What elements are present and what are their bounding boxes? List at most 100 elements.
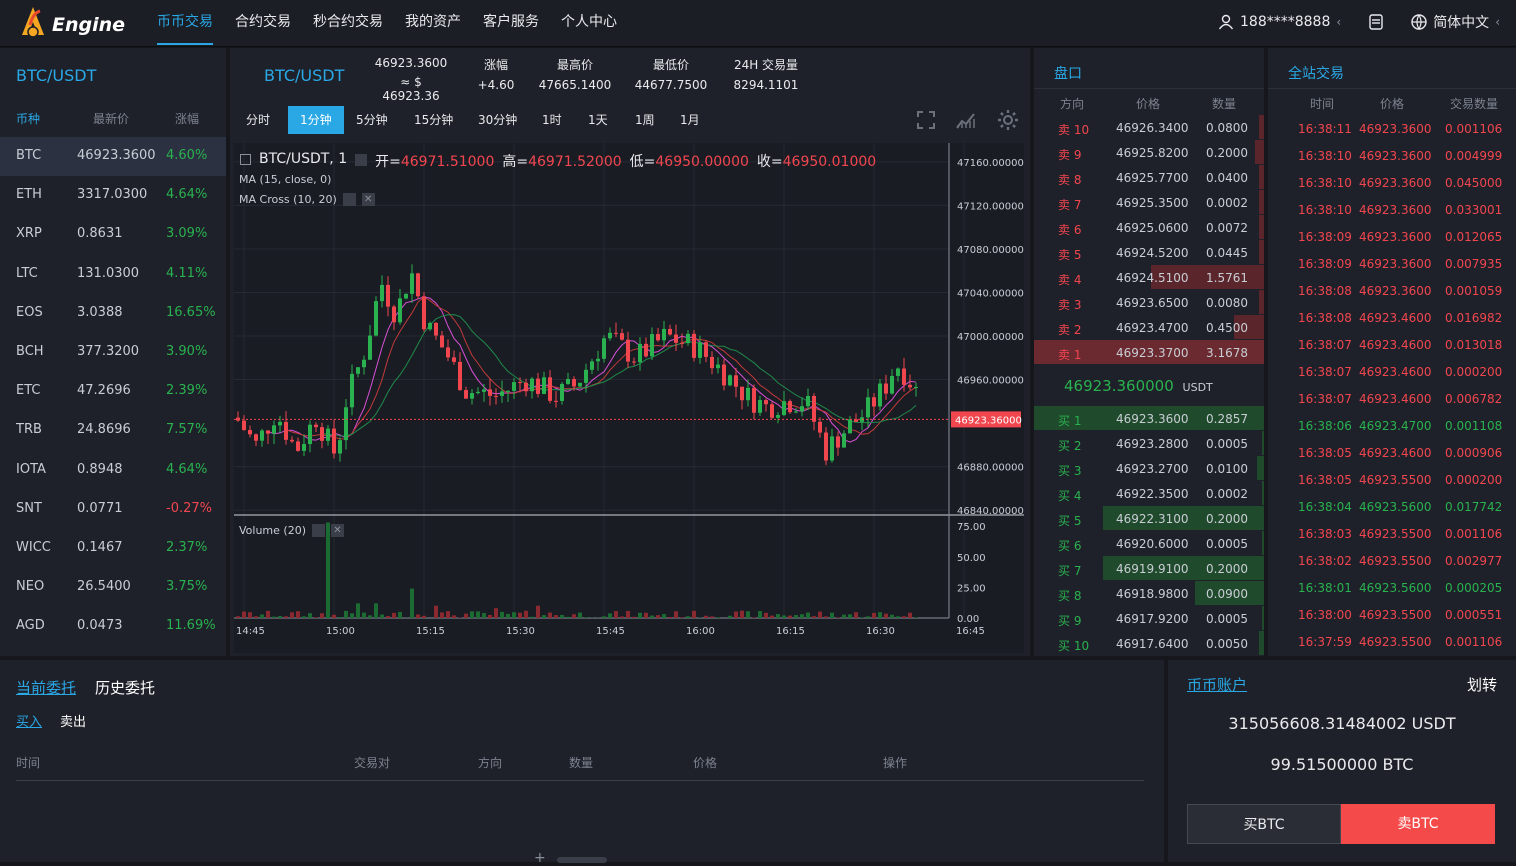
volume-settings-icon[interactable]: [312, 524, 325, 537]
nav-customer-service[interactable]: 客户服务: [472, 0, 550, 47]
candle-body: [692, 334, 696, 358]
settings-gear-icon[interactable]: [996, 108, 1020, 132]
tab-order-history[interactable]: 历史委托: [95, 677, 155, 698]
col-coin[interactable]: 币种: [16, 110, 40, 127]
volume-close-icon[interactable]: ✕: [331, 524, 344, 537]
timeframe-tab[interactable]: 1时: [534, 106, 570, 134]
volume-tick-label: 0.00: [957, 614, 979, 625]
volume-tick-label: 25.00: [957, 583, 986, 594]
volume-bar: [806, 613, 810, 618]
timeframe-tab[interactable]: 1天: [580, 106, 616, 134]
filter-sell[interactable]: 卖出: [60, 711, 86, 730]
tab-current-orders[interactable]: 当前委托: [16, 677, 76, 698]
timeframe-tab[interactable]: 30分钟: [470, 106, 525, 134]
filter-buy[interactable]: 买入: [16, 711, 42, 730]
ticker-high: 最高价 47665.1400: [536, 56, 614, 96]
download-app[interactable]: [1367, 13, 1385, 31]
spot-account-title[interactable]: 币币账户: [1187, 674, 1247, 695]
scrollbar[interactable]: [557, 857, 607, 863]
fullscreen-icon[interactable]: [914, 108, 938, 132]
col-change[interactable]: 涨幅: [175, 110, 199, 127]
nav-contract-trading[interactable]: 合约交易: [224, 0, 302, 47]
nav-second-contract[interactable]: 秒合约交易: [302, 0, 394, 47]
trade-price: 46923.3600: [1359, 257, 1432, 271]
transfer-link[interactable]: 划转: [1467, 674, 1497, 695]
legend-collapse-icon[interactable]: [240, 154, 251, 165]
volume-bar: [716, 617, 720, 618]
legend-settings-icon[interactable]: [355, 154, 367, 166]
ask-price: 46923.3700: [1116, 346, 1189, 360]
bid-price: 46917.9200: [1116, 612, 1189, 626]
candle-body: [608, 333, 612, 338]
logo[interactable]: Engine: [18, 4, 125, 42]
bid-label: 买 4: [1058, 487, 1081, 504]
market-change: 3.09%: [166, 226, 207, 241]
candle-body: [776, 415, 780, 418]
user-icon: [1218, 14, 1234, 30]
col-latest-price[interactable]: 最新价: [93, 110, 129, 127]
btc-balance: 99.51500000 BTC: [1168, 755, 1516, 774]
app-download-icon: [1367, 13, 1385, 31]
indicators-icon[interactable]: [954, 108, 978, 132]
timeframe-tab[interactable]: 1分钟: [288, 106, 344, 134]
timeframe-tab[interactable]: 5分钟: [348, 106, 396, 134]
timeframe-tab[interactable]: 15分钟: [406, 106, 461, 134]
candle-body: [614, 333, 618, 334]
chart-canvas[interactable]: 47160.0000047120.0000047080.0000047040.0…: [234, 143, 1024, 653]
user-menu[interactable]: 188****8888 ‹: [1218, 14, 1341, 30]
bid-qty: 0.0005: [1206, 612, 1248, 626]
volume-bar: [860, 617, 864, 618]
sell-btc-button[interactable]: 卖BTC: [1341, 804, 1495, 844]
macross-settings-icon[interactable]: [343, 193, 356, 206]
timeframe-tab[interactable]: 1月: [672, 106, 708, 134]
price-tick-label: 47080.00000: [957, 245, 1024, 256]
trade-time: 16:38:01: [1298, 581, 1352, 595]
nav-my-assets[interactable]: 我的资产: [394, 0, 472, 47]
macross-close-icon[interactable]: ✕: [362, 193, 375, 206]
buy-btc-button[interactable]: 买BTC: [1187, 804, 1341, 844]
candle-body: [548, 377, 552, 401]
nav-personal-center[interactable]: 个人中心: [550, 0, 628, 47]
language-select[interactable]: 简体中文 ‹: [1411, 12, 1500, 32]
volume-bar: [632, 617, 636, 618]
timeframe-tab[interactable]: 1周: [627, 106, 663, 134]
ask-depth-bar: [1259, 215, 1264, 239]
timeframe-tab[interactable]: 分时: [238, 106, 278, 134]
nav-spot-trading[interactable]: 币币交易: [146, 0, 224, 47]
